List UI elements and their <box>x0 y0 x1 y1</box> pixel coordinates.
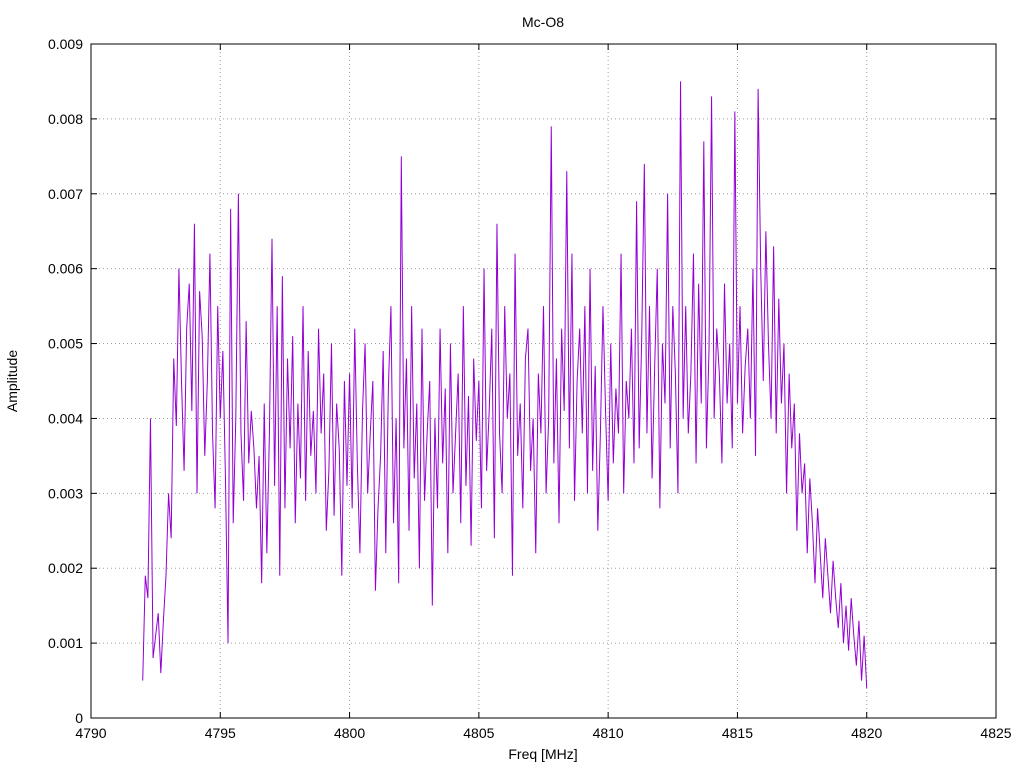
data-series-line <box>142 81 868 689</box>
x-tick-label: 4815 <box>722 725 753 741</box>
y-tick-label: 0.003 <box>48 485 83 501</box>
x-tick-label: 4810 <box>593 725 624 741</box>
y-tick-label: 0.004 <box>48 410 83 426</box>
y-tick-label: 0.002 <box>48 560 83 576</box>
x-tick-label: 4825 <box>980 725 1011 741</box>
chart-title: Mc-O8 <box>522 14 564 30</box>
ticks: 4790 4795 4800 4805 4810 4815 4820 4825 0 0.001 0.… <box>48 36 1012 741</box>
x-tick-label: 4820 <box>851 725 882 741</box>
x-tick-label: 4805 <box>463 725 494 741</box>
y-tick-label: 0.009 <box>48 36 83 52</box>
x-tick-label: 4795 <box>205 725 236 741</box>
plot-frame <box>90 43 997 719</box>
y-tick-label: 0 <box>75 710 83 726</box>
y-tick-label: 0.007 <box>48 186 83 202</box>
x-tick-label: 4790 <box>75 725 106 741</box>
y-tick-label: 0.006 <box>48 261 83 277</box>
grid <box>91 44 996 718</box>
x-axis-title: Freq [MHz] <box>508 746 577 762</box>
y-tick-label: 0.005 <box>48 336 83 352</box>
data-layer <box>142 81 868 689</box>
y-axis-title: Amplitude <box>4 350 20 412</box>
y-tick-label: 0.001 <box>48 635 83 651</box>
x-tick-label: 4800 <box>334 725 365 741</box>
y-tick-label: 0.008 <box>48 111 83 127</box>
